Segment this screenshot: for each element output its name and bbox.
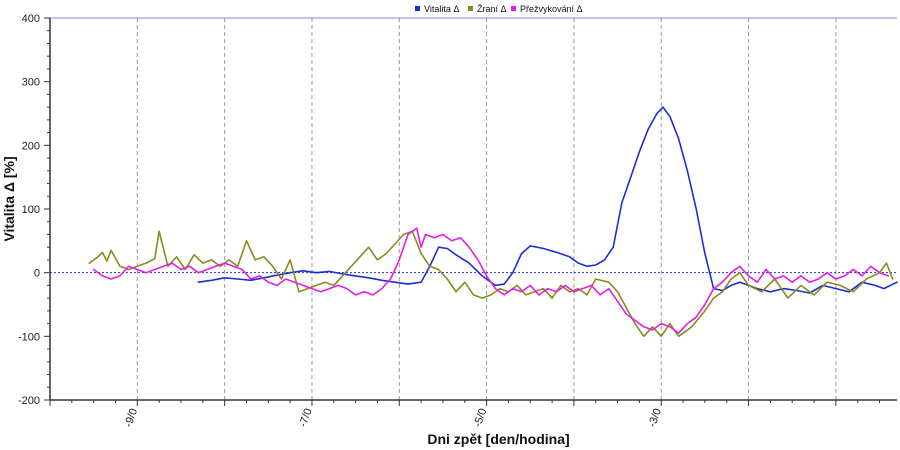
legend-swatch-2 (468, 6, 473, 11)
y-tick-label: -100 (18, 331, 40, 343)
legend-label-2: Žraní Δ (477, 4, 507, 14)
y-tick-label: 0 (34, 268, 40, 280)
x-tick-label: -9/0 (122, 407, 140, 429)
y-tick-label: -200 (18, 395, 40, 407)
grid-layer (50, 18, 897, 400)
x-axis-title: Dni zpět [den/hodina] (427, 431, 569, 447)
series-layer (88, 106, 898, 338)
y-axis-title: Vitalita Δ [%] (1, 156, 17, 241)
y-tick-label: 200 (22, 140, 40, 152)
legend-swatch-3 (511, 6, 516, 11)
series-line-1 (197, 106, 898, 294)
legend-label-1: Vitalita Δ (424, 4, 459, 14)
legend-swatch-1 (415, 6, 420, 11)
legend: Vitalita Δ Žraní Δ Přežvykování Δ (415, 4, 583, 14)
x-tick-label: -3/0 (646, 407, 664, 429)
y-tick-label: 300 (22, 77, 40, 89)
series-line-3 (92, 227, 890, 334)
y-tick-label: 400 (22, 13, 40, 25)
series-line-2 (88, 230, 894, 338)
x-tick-label: -5/0 (472, 407, 490, 429)
y-tick-label: 100 (22, 204, 40, 216)
legend-label-3: Přežvykování Δ (520, 4, 583, 14)
x-tick-label: -7/0 (297, 407, 315, 429)
